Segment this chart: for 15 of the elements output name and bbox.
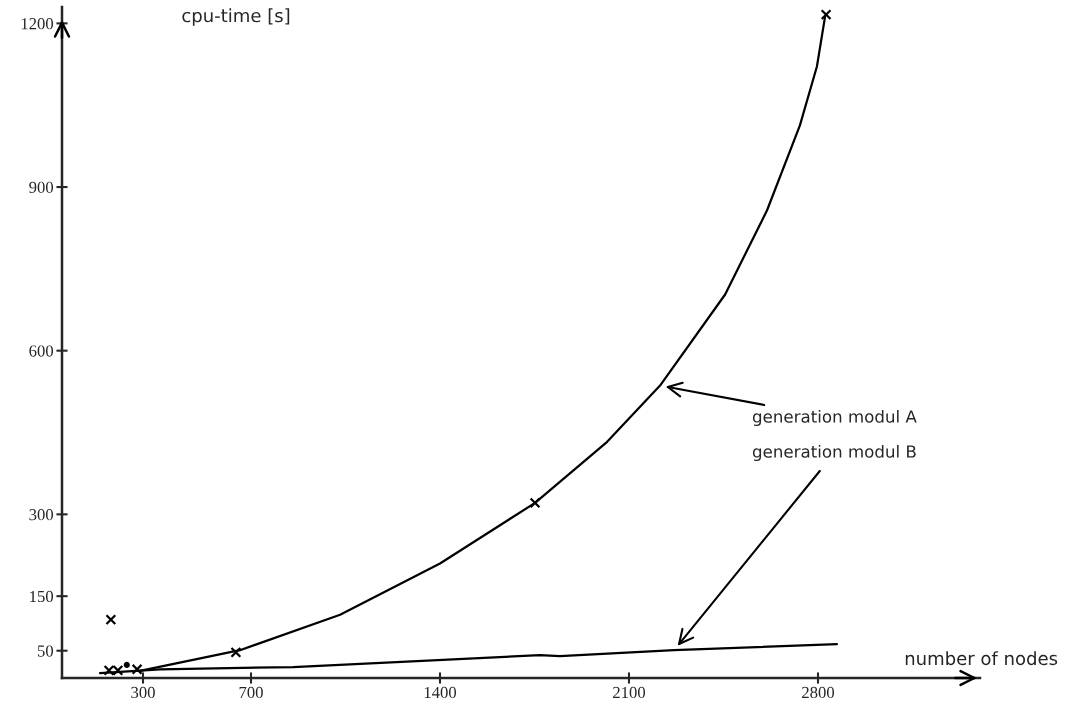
y-tick-label: 900 [29,181,54,193]
x-tick-label: 2800 [802,686,835,699]
y-tick-label: 150 [30,590,54,603]
y-tick-label: 300 [29,509,54,521]
annotation: generation modul B [752,444,916,462]
annotation: generation modul A [752,409,917,427]
y-tick-label: 50 [37,645,54,657]
y-tick-label: 1200 [21,18,54,30]
x-tick-label: 2100 [613,686,646,699]
y-tick-label: 600 [29,345,54,357]
x-tick-label: 1400 [424,686,457,699]
x-tick-label: 700 [239,686,263,699]
x-tick-label: 300 [131,686,155,699]
y-axis-title: cpu-time [s] [182,8,290,26]
x-axis-title: number of nodes [905,651,1058,666]
